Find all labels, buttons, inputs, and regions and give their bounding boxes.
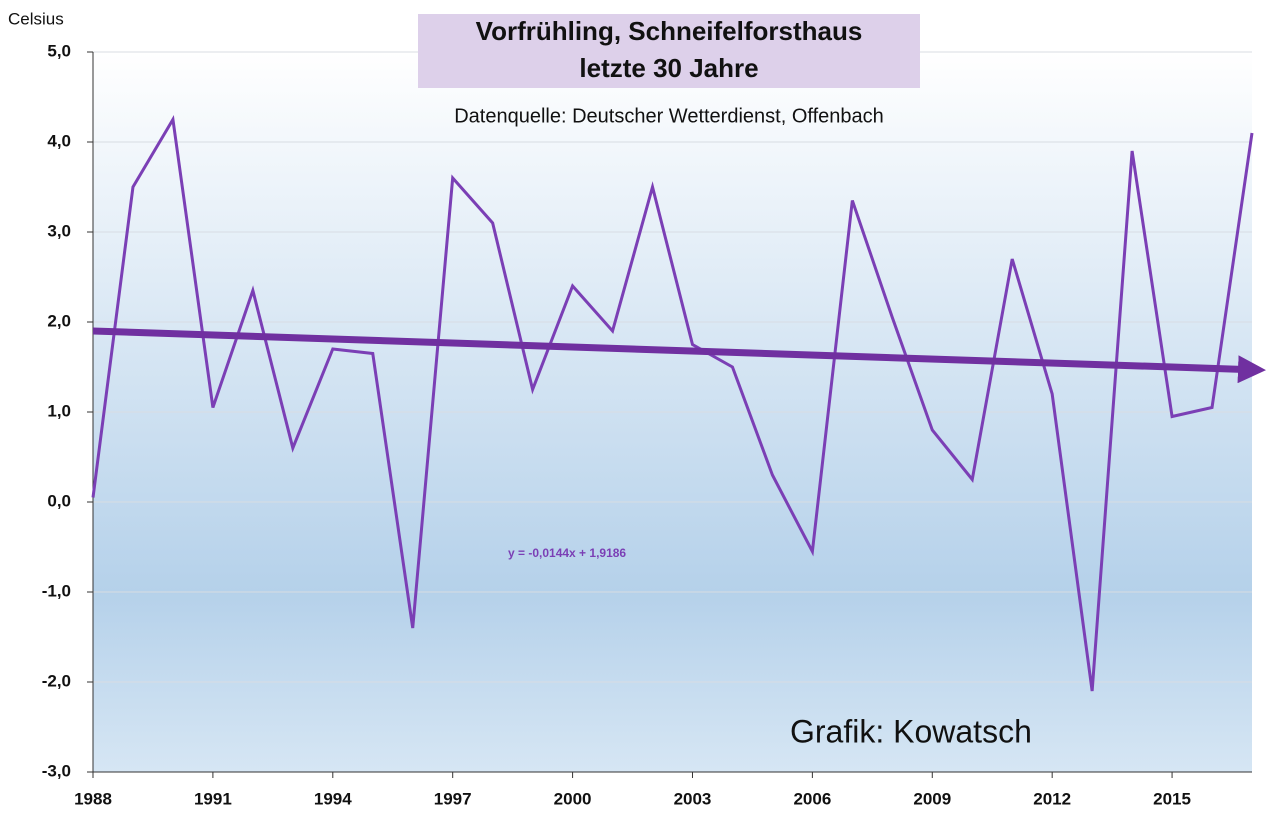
trend-equation: y = -0,0144x + 1,9186: [508, 546, 626, 560]
y-tick-label: -1,0: [42, 581, 71, 600]
x-tick-label: 1994: [314, 789, 352, 808]
chart-title: Vorfrühling, Schneifelforsthaus: [476, 16, 863, 46]
y-tick-label: 1,0: [47, 401, 71, 420]
trend-line: [92, 327, 1266, 384]
y-tick-label: 0,0: [47, 491, 71, 510]
y-tick-label: 5,0: [47, 41, 71, 60]
x-tick-label: 2012: [1033, 789, 1071, 808]
y-tick-label: 3,0: [47, 221, 71, 240]
y-tick-label: 4,0: [47, 131, 71, 150]
x-tick-label: 2006: [793, 789, 831, 808]
y-tick-label: -3,0: [42, 761, 71, 780]
x-tick-label: 1997: [434, 789, 472, 808]
y-tick-label: -2,0: [42, 671, 71, 690]
y-axis-label: Celsius: [8, 9, 64, 28]
title-box: [418, 14, 920, 88]
chart-title: letzte 30 Jahre: [579, 53, 758, 83]
x-tick-label: 2015: [1153, 789, 1191, 808]
x-tick-label: 1988: [74, 789, 112, 808]
x-tick-label: 2000: [554, 789, 592, 808]
credit: Grafik: Kowatsch: [790, 713, 1032, 749]
x-tick-label: 1991: [194, 789, 232, 808]
x-tick-label: 2009: [913, 789, 951, 808]
y-tick-label: 2,0: [47, 311, 71, 330]
chart-subtitle: Datenquelle: Deutscher Wetterdienst, Off…: [454, 105, 884, 127]
x-tick-label: 2003: [674, 789, 712, 808]
data-line: [91, 115, 1254, 692]
